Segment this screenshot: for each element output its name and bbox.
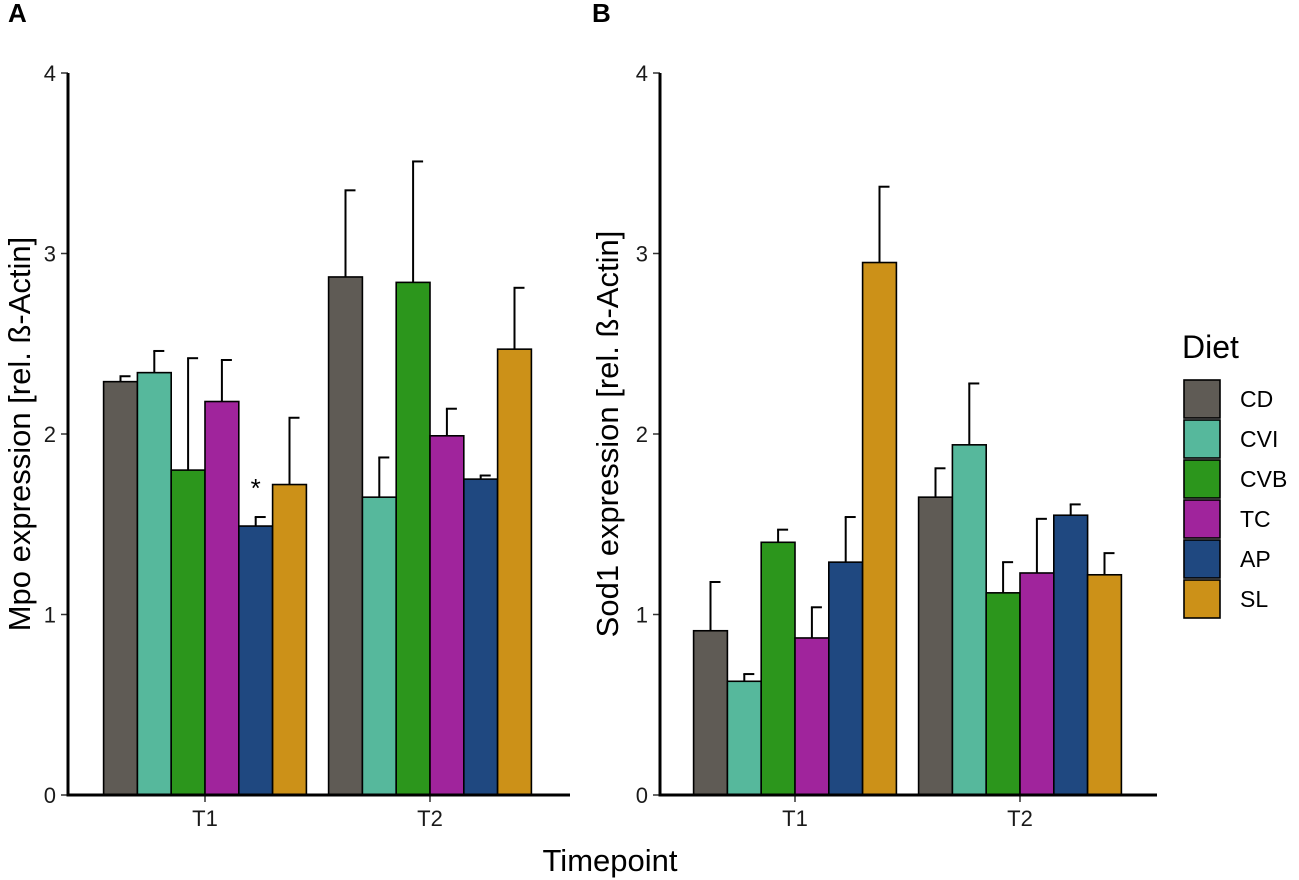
bar-cd <box>917 496 954 796</box>
legend-swatch-sl <box>1183 579 1221 619</box>
y-tick-label: 1 <box>636 603 648 628</box>
bar-ap <box>238 525 274 796</box>
bar-ap <box>1053 514 1089 796</box>
bar-tc <box>429 435 465 796</box>
y-tick-label: 1 <box>44 603 56 628</box>
x-tick-label: T1 <box>192 806 218 831</box>
legend-label-ap: AP <box>1240 546 1271 572</box>
bar-cvi <box>726 680 763 796</box>
legend-swatch-tc <box>1183 499 1221 539</box>
x-axis-title: Timepoint <box>543 843 678 878</box>
legend-swatch-cvi <box>1183 419 1221 459</box>
legend-label-cd: CD <box>1240 386 1273 412</box>
bar-tc <box>204 400 240 796</box>
legend-label-sl: SL <box>1240 586 1268 612</box>
bar-sl <box>271 483 308 796</box>
bar-ap <box>827 561 864 796</box>
panel-a-mpo: A Mpo expression [rel. ß-Actin] T1 T2 * 0 1 2 3 4 <box>2 0 570 831</box>
y-tick-label: 3 <box>636 242 648 267</box>
panel-label: B <box>592 0 611 28</box>
bar-cvb <box>985 592 1021 796</box>
x-tick-label: T1 <box>782 806 808 831</box>
bar-cvi <box>951 444 988 796</box>
bar-cd <box>327 276 364 796</box>
bar-sl <box>1086 573 1123 796</box>
legend-swatch-ap <box>1183 539 1221 579</box>
bar-cvb <box>760 541 796 796</box>
bar-cvb <box>170 469 206 796</box>
bar-sl <box>861 261 898 796</box>
panel-label: A <box>8 0 27 28</box>
bar-cvb <box>395 281 431 796</box>
legend-label-cvi: CVI <box>1240 426 1278 452</box>
bar-ap <box>462 478 499 796</box>
legend-label-tc: TC <box>1240 506 1271 532</box>
panel-b-sod1: B Sod1 expression [rel. ß-Actin] T1 T2 0 1 2 3 4 <box>590 0 1157 831</box>
y-tick-label: 2 <box>636 422 648 447</box>
x-tick-label: T2 <box>1007 806 1033 831</box>
legend-title: Diet <box>1182 329 1239 365</box>
bar-cd <box>102 380 139 796</box>
y-tick-label: 0 <box>44 783 56 808</box>
legend-swatch-cd <box>1183 379 1221 419</box>
bar-cvi <box>136 371 172 796</box>
y-tick-label: 2 <box>44 422 56 447</box>
x-tick-label: T2 <box>417 806 443 831</box>
bar-sl <box>496 348 533 796</box>
bar-cvi <box>361 496 397 796</box>
legend-label-cvb: CVB <box>1240 466 1287 492</box>
y-axis-title: Sod1 expression [rel. ß-Actin] <box>590 231 625 638</box>
y-tick-label: 0 <box>636 783 648 808</box>
y-tick-label: 3 <box>44 242 56 267</box>
bar-tc <box>794 637 830 796</box>
significance-asterisk: * <box>251 473 261 503</box>
y-axis-title: Mpo expression [rel. ß-Actin] <box>2 237 37 632</box>
legend-swatch-cvb <box>1183 459 1221 499</box>
bar-cd <box>692 629 729 796</box>
bar-tc <box>1019 572 1055 796</box>
y-tick-label: 4 <box>44 61 56 86</box>
y-tick-label: 4 <box>636 61 648 86</box>
